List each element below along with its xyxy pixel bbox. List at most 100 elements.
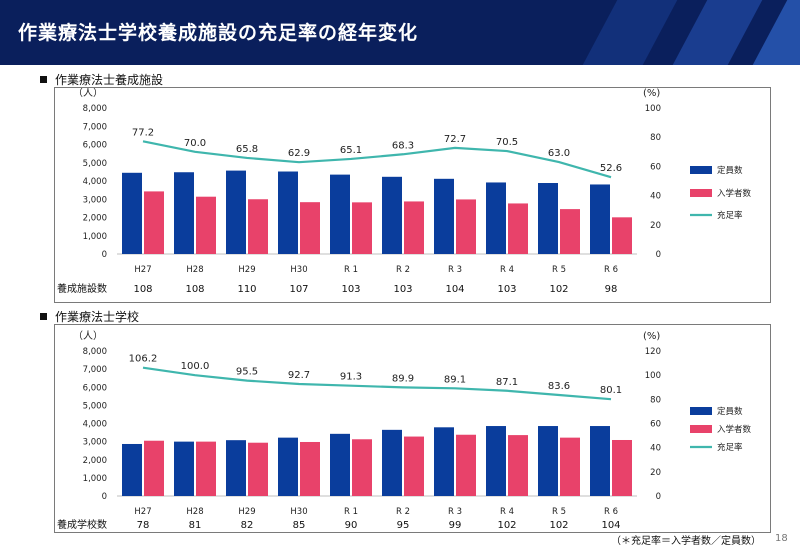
legend-label-enrolled: 入学者数 (717, 188, 752, 199)
bar-capacity (382, 176, 402, 254)
bar-enrolled (248, 199, 268, 254)
legend-label-capacity: 定員数 (717, 406, 743, 417)
y-tick-left: 0 (102, 492, 107, 502)
x-tick-label: R 3 (448, 507, 462, 517)
facility-count: 90 (345, 520, 358, 531)
bar-capacity (590, 426, 610, 496)
x-tick-label: R 5 (552, 507, 566, 517)
line-fill-rate (142, 140, 612, 179)
y-tick-left: 1,000 (83, 474, 107, 484)
x-tick-label: H30 (290, 265, 307, 275)
x-tick-label: R 2 (396, 265, 410, 275)
x-tick-label: H29 (238, 265, 255, 275)
facility-count: 103 (393, 284, 412, 295)
count-row-label: 養成学校数 (57, 518, 107, 531)
legend-label-rate: 充足率 (717, 210, 743, 221)
facility-count: 108 (133, 284, 152, 295)
y-tick-left: 5,000 (83, 159, 107, 169)
bar-enrolled (508, 203, 528, 254)
y-tick-right: 0 (656, 492, 661, 502)
y-tick-left: 6,000 (83, 141, 107, 151)
rate-data-label: 68.3 (392, 140, 414, 151)
bar-enrolled (352, 439, 372, 496)
y-tick-left: 4,000 (83, 177, 107, 187)
section-label-facilities: 作業療法士養成施設 (40, 71, 163, 88)
rate-data-label: 80.1 (600, 385, 622, 396)
facility-count: 103 (497, 284, 516, 295)
chart-schools: （人） (%) 0 1,000 2,000 3,000 4,000 5,000 6,000 7,0… (57, 330, 752, 531)
rate-data-label: 52.6 (600, 163, 622, 174)
bar-capacity (122, 443, 142, 496)
rate-data-label: 106.2 (129, 354, 158, 365)
x-tick-label: R 4 (500, 265, 514, 275)
bar-enrolled (508, 435, 528, 496)
facility-count: 110 (237, 284, 256, 295)
bar-enrolled (352, 202, 372, 254)
rate-data-label: 63.0 (548, 148, 570, 159)
y-tick-left: 4,000 (83, 420, 107, 430)
bar-capacity (330, 433, 350, 496)
section-label-schools: 作業療法士学校 (40, 308, 139, 325)
facility-count: 103 (341, 284, 360, 295)
chart-panel-facilities: （人） (%) 0 1,000 2,000 3,000 4,000 5,000 6,000 7,0… (54, 87, 771, 303)
bar-capacity (226, 440, 246, 496)
rate-data-label: 65.1 (340, 145, 362, 156)
bar-enrolled (404, 436, 424, 496)
x-tick-label: R 2 (396, 507, 410, 517)
banner-stripe-2 (672, 0, 763, 65)
chart-panel-schools: （人） (%) 0 1,000 2,000 3,000 4,000 5,000 6,000 7,0… (54, 324, 771, 533)
y-tick-right: 80 (650, 395, 661, 405)
rate-data-label: 87.1 (496, 377, 518, 388)
banner-stripe-1 (582, 0, 678, 65)
rate-data-label: 91.3 (340, 372, 362, 383)
facility-count: 95 (397, 520, 410, 531)
y-tick-right: 40 (650, 444, 661, 454)
y-tick-right: 20 (650, 221, 661, 231)
legend-swatch-enrolled (690, 425, 712, 433)
bar-capacity (434, 427, 454, 496)
y-tick-left: 5,000 (83, 401, 107, 411)
rate-data-label: 65.8 (236, 144, 258, 155)
bar-enrolled (560, 209, 580, 254)
legend-label-rate: 充足率 (717, 442, 743, 453)
facility-count: 82 (241, 520, 254, 531)
bar-enrolled (612, 217, 632, 254)
y-tick-right: 120 (645, 347, 661, 357)
bar-capacity (174, 172, 194, 254)
legend-label-enrolled: 入学者数 (717, 424, 752, 435)
bar-enrolled (404, 201, 424, 254)
y-tick-right: 80 (650, 133, 661, 143)
y-axis-left-label: （人） (73, 88, 103, 99)
rate-data-label: 70.5 (496, 137, 518, 148)
y-tick-left: 3,000 (83, 438, 107, 448)
x-tick-label: R 1 (344, 265, 358, 275)
bar-enrolled (560, 437, 580, 496)
bar-enrolled (300, 441, 320, 496)
x-tick-label: H27 (134, 507, 151, 517)
rate-data-label: 89.1 (444, 374, 466, 385)
x-tick-label: R 5 (552, 265, 566, 275)
facility-count: 85 (293, 520, 306, 531)
rate-data-label: 100.0 (181, 361, 210, 372)
y-tick-left: 2,000 (83, 456, 107, 466)
facility-count: 81 (189, 520, 202, 531)
facility-count: 104 (601, 520, 620, 531)
rate-data-label: 89.9 (392, 373, 414, 384)
facility-count: 102 (497, 520, 516, 531)
section-title-schools: 作業療法士学校 (55, 310, 140, 324)
bullet-square-icon (40, 313, 47, 320)
title-banner: 作業療法士学校養成施設の充足率の経年変化 (0, 0, 800, 65)
x-tick-label: H28 (186, 507, 203, 517)
facility-count: 102 (549, 284, 568, 295)
bar-capacity (278, 437, 298, 496)
bar-capacity (590, 184, 610, 254)
y-tick-left: 6,000 (83, 383, 107, 393)
y-tick-right: 40 (650, 192, 661, 202)
y-tick-right: 60 (650, 162, 661, 172)
bar-enrolled (456, 199, 476, 254)
bar-capacity (174, 441, 194, 496)
chart-facilities: （人） (%) 0 1,000 2,000 3,000 4,000 5,000 6,000 7,0… (57, 88, 752, 295)
bar-capacity (226, 170, 246, 254)
rate-data-label: 70.0 (184, 138, 206, 149)
page-title: 作業療法士学校養成施設の充足率の経年変化 (18, 22, 419, 44)
